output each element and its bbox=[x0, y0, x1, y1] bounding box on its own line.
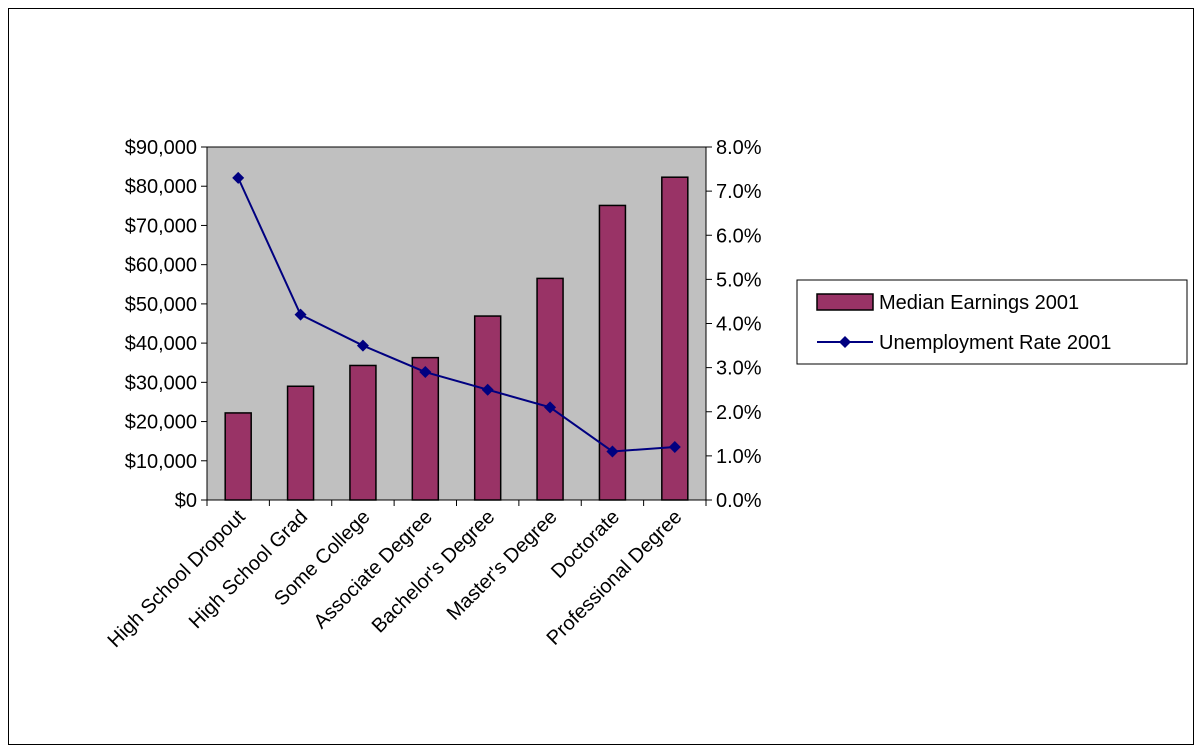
line-point bbox=[606, 445, 619, 458]
bar bbox=[411, 356, 440, 501]
bar bbox=[473, 315, 502, 501]
y-left-tick-label: $30,000 bbox=[125, 372, 197, 394]
line-point bbox=[356, 339, 369, 352]
y-right-tick-label: 1.0% bbox=[716, 446, 762, 468]
bar bbox=[286, 385, 315, 501]
y-right-tick-label: 5.0% bbox=[716, 269, 762, 291]
line-point bbox=[419, 366, 432, 379]
x-tick-label: High School Grad bbox=[185, 506, 312, 633]
y-left-tick-label: $90,000 bbox=[125, 137, 197, 159]
bar bbox=[224, 412, 252, 501]
y-left-tick-label: $0 bbox=[175, 490, 197, 512]
line-series bbox=[232, 171, 681, 458]
x-tick-label: Master's Degree bbox=[443, 506, 562, 625]
y-left-tick-label: $50,000 bbox=[125, 294, 197, 316]
y-left-tick-label: $60,000 bbox=[125, 255, 197, 277]
y-right-tick-label: 0.0% bbox=[716, 490, 762, 512]
y-left-tick-label: $80,000 bbox=[125, 176, 197, 198]
legend-swatch-bar bbox=[816, 293, 874, 311]
y-right-tick-label: 6.0% bbox=[716, 225, 762, 247]
y-right-tick-label: 3.0% bbox=[716, 358, 762, 380]
y-left-tick-label: $10,000 bbox=[125, 451, 197, 473]
legend: Median Earnings 2001 Unemployment Rate 20… bbox=[796, 279, 1188, 365]
y-left-tick-label: $70,000 bbox=[125, 215, 197, 237]
x-tick-label: Associate Degree bbox=[310, 506, 437, 633]
bar bbox=[349, 364, 377, 501]
line-point bbox=[232, 171, 245, 184]
plot-area bbox=[206, 146, 707, 501]
y-right-tick-label: 4.0% bbox=[716, 314, 762, 336]
line-point bbox=[481, 383, 494, 396]
line-point bbox=[668, 441, 681, 454]
y-left-tick-label: $20,000 bbox=[125, 412, 197, 434]
legend-label-unemployment: Unemployment Rate 2001 bbox=[879, 332, 1111, 354]
bar bbox=[536, 277, 564, 501]
line-point bbox=[294, 308, 307, 321]
y-right-tick-label: 2.0% bbox=[716, 402, 762, 424]
y-left-tick-label: $40,000 bbox=[125, 333, 197, 355]
legend-label-earnings: Median Earnings 2001 bbox=[879, 292, 1079, 314]
legend-marker bbox=[839, 336, 851, 348]
y-right-tick-label: 7.0% bbox=[716, 181, 762, 203]
line-point bbox=[544, 401, 557, 414]
series-line bbox=[237, 177, 675, 453]
y-right-tick-label: 8.0% bbox=[716, 137, 762, 159]
